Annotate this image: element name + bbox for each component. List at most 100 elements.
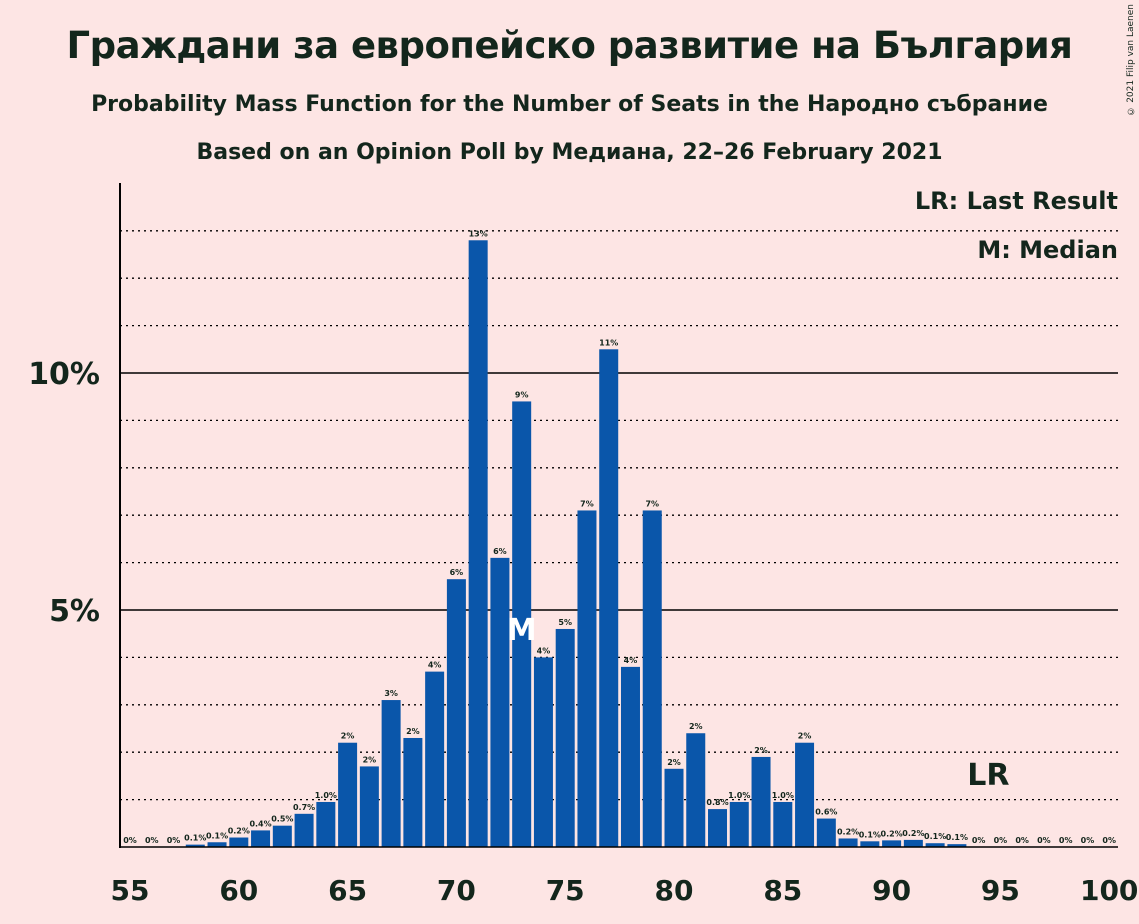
bar-seat-91 xyxy=(903,839,923,847)
chart-subtitle-source: Based on an Opinion Poll by Медиана, 22–… xyxy=(196,140,943,165)
data-label-seat-59: 0.1% xyxy=(206,831,228,840)
bar-seat-64 xyxy=(316,801,336,847)
legend-median: M: Median xyxy=(977,236,1118,264)
x-tick-label: 75 xyxy=(546,874,585,907)
data-label-seat-99: 0% xyxy=(1081,836,1095,845)
data-label-seat-66: 2% xyxy=(363,755,377,764)
bar-seat-62 xyxy=(272,825,292,847)
bar-seat-83 xyxy=(729,801,749,847)
data-label-seat-64: 1.0% xyxy=(315,791,337,800)
bar-seat-76 xyxy=(577,510,597,847)
x-tick-label: 60 xyxy=(219,874,258,907)
bar-seat-87 xyxy=(816,818,836,847)
data-label-seat-74: 4% xyxy=(537,646,551,655)
data-label-seat-84: 2% xyxy=(754,746,768,755)
data-label-seat-98: 0% xyxy=(1059,836,1073,845)
data-label-seat-95: 0% xyxy=(994,836,1008,845)
bar-seat-85 xyxy=(773,801,793,847)
bar-seat-82 xyxy=(708,809,728,847)
data-label-seat-60: 0.2% xyxy=(228,827,250,836)
y-tick-label: 5% xyxy=(49,594,100,629)
x-tick-label: 90 xyxy=(872,874,911,907)
bar-seat-84 xyxy=(751,756,771,847)
bar-seat-58 xyxy=(185,844,205,847)
bar-seat-73 xyxy=(512,401,532,847)
data-label-seat-63: 0.7% xyxy=(293,803,315,812)
x-tick-label: 65 xyxy=(328,874,367,907)
x-tick-label: 100 xyxy=(1080,874,1138,907)
bar-seat-65 xyxy=(338,742,358,847)
bar-seat-92 xyxy=(925,843,945,847)
data-label-seat-83: 1.0% xyxy=(728,791,750,800)
data-label-seat-57: 0% xyxy=(167,836,181,845)
data-label-seat-82: 0.8% xyxy=(706,798,728,807)
data-label-seat-71: 13% xyxy=(469,229,488,238)
legend-last-result: LR: Last Result xyxy=(915,187,1118,215)
last-result-marker: LR xyxy=(967,758,1009,793)
median-marker: M xyxy=(507,613,537,648)
data-label-seat-88: 0.2% xyxy=(837,827,859,836)
chart-title: Граждани за европейско развитие на Бълга… xyxy=(66,24,1073,67)
bar-seat-90 xyxy=(882,840,902,847)
bar-seat-80 xyxy=(664,768,684,847)
bar-seat-74 xyxy=(533,657,553,847)
bar-seat-67 xyxy=(381,700,401,847)
data-label-seat-96: 0% xyxy=(1015,836,1029,845)
bar-seat-79 xyxy=(642,510,662,847)
x-tick-label: 55 xyxy=(111,874,150,907)
x-tick-label: 70 xyxy=(437,874,476,907)
data-label-seat-97: 0% xyxy=(1037,836,1051,845)
data-label-seat-56: 0% xyxy=(145,836,159,845)
data-label-seat-67: 3% xyxy=(384,689,398,698)
bar-seat-59 xyxy=(207,842,227,847)
bar-seat-68 xyxy=(403,737,423,847)
bar-seat-75 xyxy=(555,628,575,847)
data-label-seat-55: 0% xyxy=(123,836,137,845)
data-label-seat-75: 5% xyxy=(558,618,572,627)
x-tick-label: 95 xyxy=(981,874,1020,907)
data-label-seat-80: 2% xyxy=(667,758,681,767)
data-label-seat-76: 7% xyxy=(580,499,594,508)
chart-subtitle: Probability Mass Function for the Number… xyxy=(91,92,1048,117)
data-label-seat-65: 2% xyxy=(341,732,355,741)
bar-seat-89 xyxy=(860,841,880,847)
data-label-seat-79: 7% xyxy=(645,499,659,508)
data-label-seat-90: 0.2% xyxy=(881,829,903,838)
bar-seat-63 xyxy=(294,813,314,847)
data-label-seat-70: 6% xyxy=(450,568,464,577)
data-label-seat-77: 11% xyxy=(599,338,618,347)
data-label-seat-93: 0.1% xyxy=(946,833,968,842)
data-label-seat-72: 6% xyxy=(493,547,507,556)
bar-seat-93 xyxy=(947,844,967,847)
bar-seat-71 xyxy=(468,240,488,847)
bar-seat-60 xyxy=(229,837,249,847)
bar-seat-81 xyxy=(686,733,706,847)
data-label-seat-91: 0.2% xyxy=(902,829,924,838)
data-label-seat-89: 0.1% xyxy=(859,830,881,839)
data-label-seat-62: 0.5% xyxy=(271,815,293,824)
bar-seat-77 xyxy=(599,349,619,847)
data-label-seat-94: 0% xyxy=(972,836,986,845)
bar-seat-70 xyxy=(446,579,466,847)
bar-seat-72 xyxy=(490,557,510,847)
data-label-seat-73: 9% xyxy=(515,390,529,399)
bar-seat-88 xyxy=(838,838,858,847)
data-label-seat-68: 2% xyxy=(406,727,420,736)
data-label-seat-78: 4% xyxy=(624,656,638,665)
data-label-seat-92: 0.1% xyxy=(924,832,946,841)
y-tick-label: 10% xyxy=(28,357,100,392)
x-tick-label: 85 xyxy=(763,874,802,907)
data-label-seat-58: 0.1% xyxy=(184,834,206,843)
x-tick-label: 80 xyxy=(655,874,694,907)
data-label-seat-69: 4% xyxy=(428,661,442,670)
bar-seat-69 xyxy=(425,671,445,847)
bar-seat-66 xyxy=(359,766,379,847)
data-label-seat-100: 0% xyxy=(1102,836,1116,845)
data-label-seat-81: 2% xyxy=(689,722,703,731)
bar-seat-78 xyxy=(620,666,640,847)
data-label-seat-85: 1.0% xyxy=(772,791,794,800)
data-label-seat-86: 2% xyxy=(798,732,812,741)
data-label-seat-87: 0.6% xyxy=(815,808,837,817)
bar-seat-61 xyxy=(251,830,271,847)
